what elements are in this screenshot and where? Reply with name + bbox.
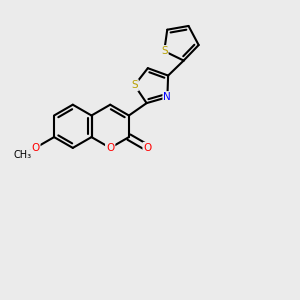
Text: S: S: [161, 46, 168, 56]
Text: CH₃: CH₃: [13, 151, 31, 160]
Text: O: O: [106, 143, 114, 153]
Text: O: O: [143, 143, 152, 153]
Text: N: N: [164, 92, 171, 102]
Text: O: O: [31, 143, 40, 153]
Text: S: S: [131, 80, 138, 90]
